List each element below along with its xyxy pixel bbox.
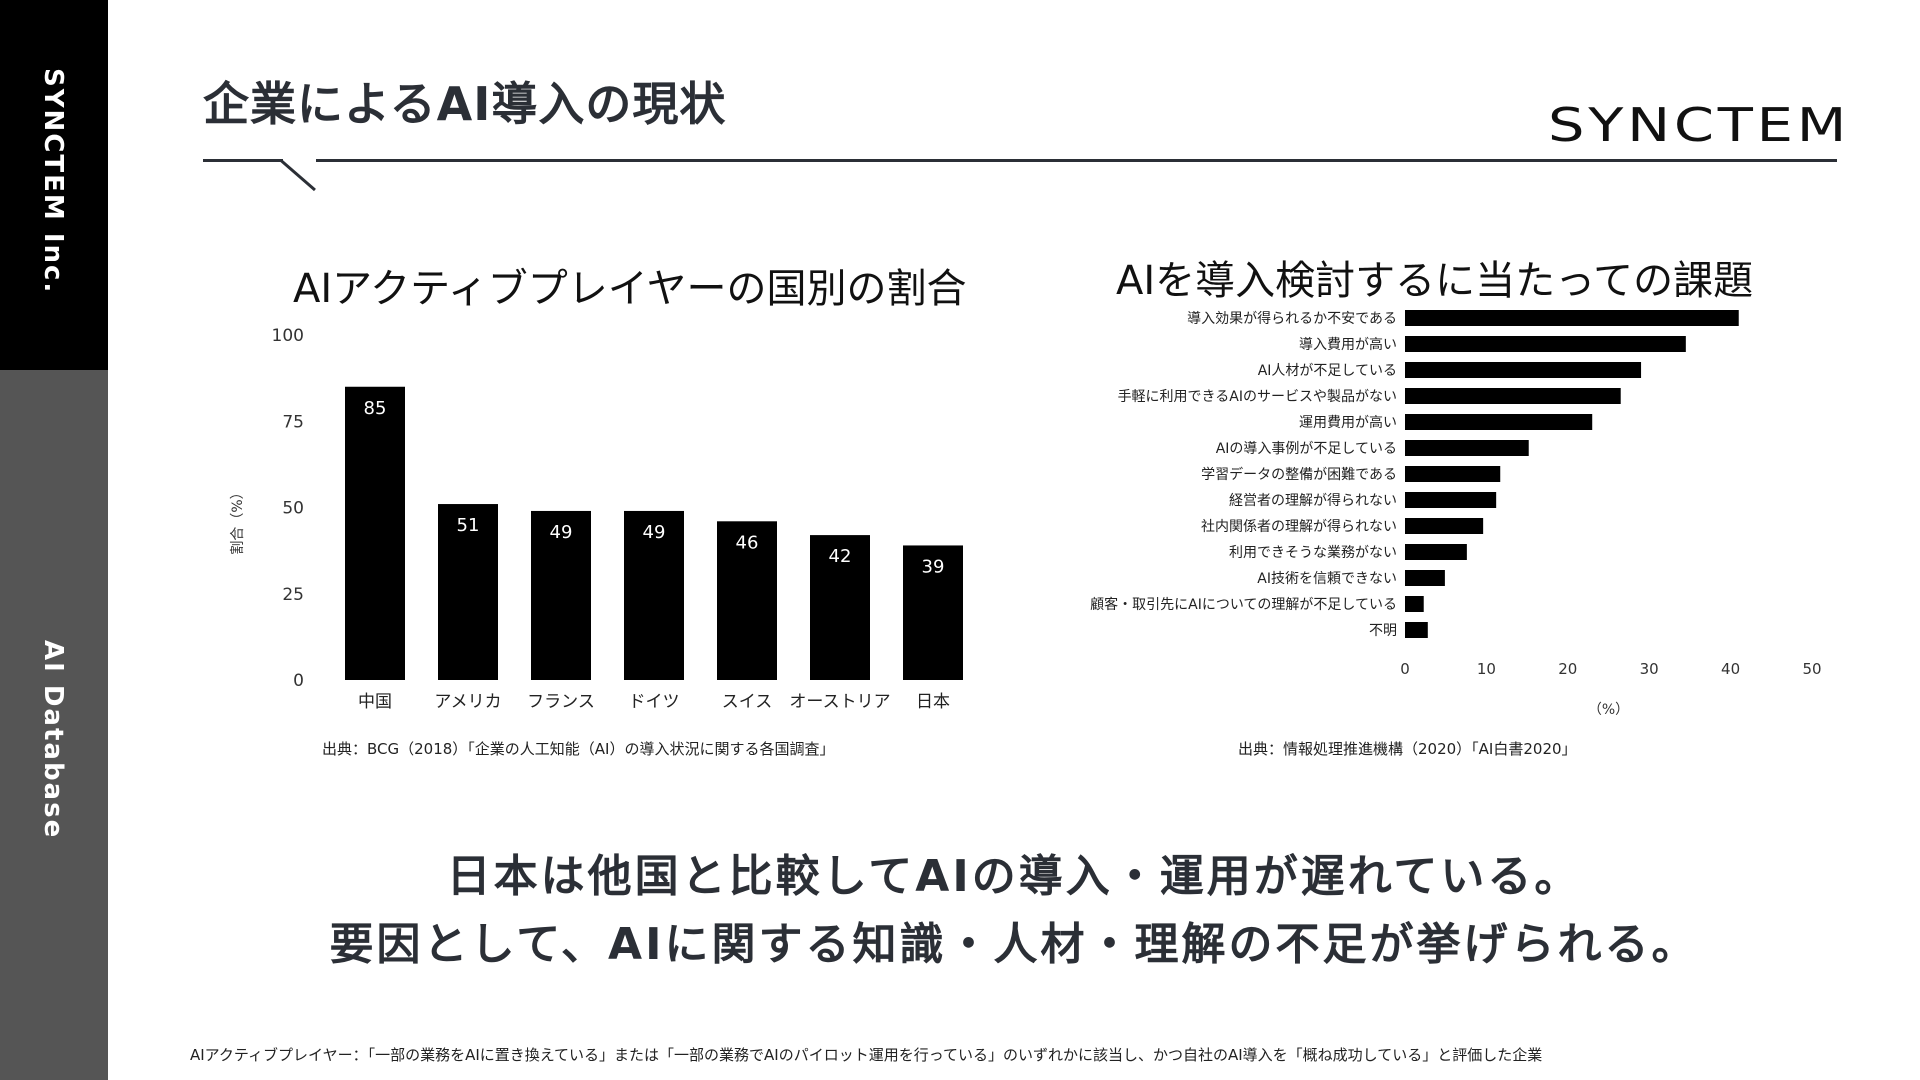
y-tick-label: 0: [293, 671, 304, 691]
y-tick-label: 25: [282, 585, 304, 605]
y-tick-label: 50: [282, 499, 304, 519]
bar: [531, 510, 591, 680]
bar: [1405, 310, 1739, 326]
category-label: AIの導入事例が不足している: [1216, 441, 1397, 457]
category-label: 利用できそうな業務がない: [1229, 545, 1397, 561]
x-tick-label: 中国: [358, 692, 392, 712]
category-label: 導入効果が得られるか不安である: [1187, 310, 1397, 327]
issues-chart-source: 出典：情報処理推進機構（2020）「AI白書2020」: [1238, 740, 1577, 758]
bar: [717, 521, 777, 680]
x-tick-label: オーストリア: [789, 692, 890, 712]
y-tick-label: 100: [272, 326, 304, 346]
brand-logo: SYNCTEM: [1548, 98, 1851, 152]
category-label: 学習データの整備が困難である: [1201, 466, 1397, 483]
x-tick-label: アメリカ: [434, 692, 501, 712]
bar: [1405, 570, 1445, 586]
bar: [1405, 544, 1467, 560]
bar: [1405, 336, 1686, 352]
bar-value-label: 42: [829, 546, 852, 567]
section-name: AI Database: [38, 640, 68, 840]
x-tick-label: フランス: [527, 692, 595, 712]
bar-value-label: 49: [550, 522, 573, 543]
x-tick-label: 50: [1802, 660, 1821, 678]
category-label: 手軽に利用できるAIのサービスや製品がない: [1118, 389, 1397, 405]
country-chart-source: 出典：BCG（2018）「企業の人工知能（AI）の導入状況に関する各国調査」: [322, 740, 835, 758]
category-label: 不明: [1369, 623, 1397, 639]
bar: [345, 386, 405, 680]
header-rule-notch: [280, 159, 316, 192]
x-tick-label: スイス: [722, 692, 773, 712]
bar-value-label: 39: [922, 556, 945, 577]
x-tick-label: 40: [1721, 660, 1740, 678]
conclusion-line-1: 日本は他国と比較してAIの導入・運用が遅れている。: [446, 851, 1582, 902]
x-tick-label: 10: [1477, 660, 1496, 678]
bar: [1405, 622, 1428, 638]
bar: [1405, 466, 1501, 482]
category-label: 社内関係者の理解が得られない: [1201, 518, 1397, 535]
bar: [903, 545, 963, 680]
country-bar-chart: 0 25 50 75 100 割合（%） 85 中国 51 アメリカ 49 フランス 49 ドイツ 46 スイ…: [229, 326, 963, 712]
bar: [1405, 518, 1484, 534]
header-rule-left: [203, 159, 283, 162]
bar: [1405, 440, 1529, 456]
page-title: 企業によるAI導入の現状: [203, 77, 727, 131]
bar: [624, 510, 684, 680]
sidebar-section-panel: AI Database: [0, 370, 108, 1080]
category-label: 顧客・取引先にAIについての理解が不足している: [1090, 596, 1397, 613]
issues-chart-title: AIを導入検討するに当たっての課題: [1116, 258, 1754, 304]
conclusion-line-2: 要因として、AIに関する知識・人材・理解の不足が挙げられる。: [329, 919, 1699, 970]
x-tick-label: 日本: [916, 692, 950, 712]
bar-value-label: 46: [736, 532, 759, 553]
company-name: SYNCTEM Inc.: [38, 68, 68, 295]
sidebar-company-panel: SYNCTEM Inc.: [0, 0, 108, 370]
bar: [438, 504, 498, 680]
x-axis-label: （%）: [1588, 702, 1629, 718]
x-tick-label: 0: [1400, 660, 1410, 678]
bar-value-label: 51: [457, 515, 480, 536]
bar: [1405, 388, 1621, 404]
header-rule-right: [316, 159, 1837, 162]
category-label: 経営者の理解が得られない: [1229, 492, 1397, 509]
bar-value-label: 49: [643, 522, 666, 543]
bar-value-label: 85: [364, 398, 387, 419]
y-axis-label: 割合（%）: [229, 485, 246, 554]
bar: [810, 535, 870, 680]
footnote: AIアクティブプレイヤー：「一部の業務をAIに置き換えている」または「一部の業務…: [190, 1046, 1543, 1064]
bar: [1405, 596, 1424, 612]
bar: [1405, 414, 1593, 430]
x-tick-label: ドイツ: [629, 692, 680, 712]
x-tick-label: 20: [1558, 660, 1577, 678]
country-chart-title: AIアクティブプレイヤーの国別の割合: [293, 266, 967, 312]
x-tick-label: 30: [1640, 660, 1659, 678]
y-tick-label: 75: [282, 412, 304, 432]
category-label: AI人材が不足している: [1258, 363, 1397, 379]
category-label: 運用費用が高い: [1299, 414, 1397, 431]
category-label: 導入費用が高い: [1299, 336, 1397, 353]
category-label: AI技術を信頼できない: [1257, 571, 1397, 587]
bar: [1405, 492, 1497, 508]
bar: [1405, 362, 1642, 378]
